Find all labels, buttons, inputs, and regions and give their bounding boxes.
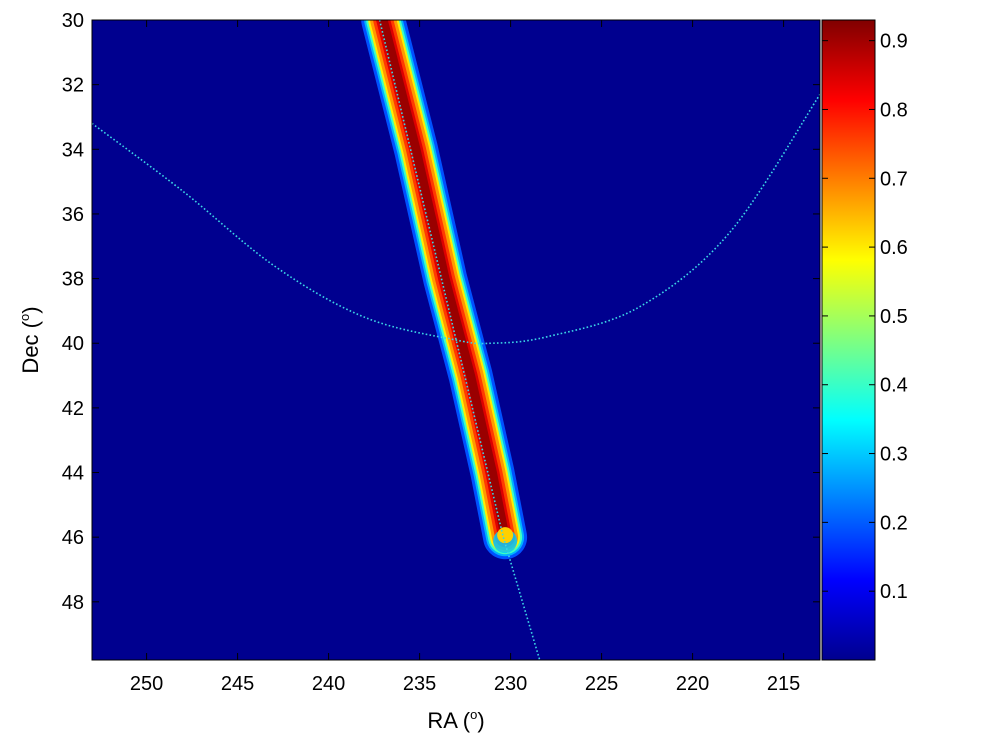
y-tick-label: 48 [62,592,84,614]
y-axis-label: Dec (o) [17,306,43,373]
colorbar-tick-label: 0.1 [880,581,908,603]
colorbar-ticks: 0.1 0.2 0.3 0.4 0.5 0.6 0.7 0.8 0.9 [822,31,908,603]
x-tick-label: 230 [494,673,527,695]
y-tick-label: 38 [62,269,84,291]
y-tick-label: 32 [62,75,84,97]
x-axis-ticks: 250 245 240 235 230 225 220 215 [130,20,800,695]
overlay-curves [92,20,820,660]
x-tick-label: 250 [130,673,163,695]
x-tick-label: 240 [312,673,345,695]
x-tick-label: 220 [676,673,709,695]
y-axis-ticks: 30 32 34 36 38 40 42 44 46 48 [62,10,820,614]
colorbar-tick-label: 0.3 [880,444,908,466]
y-tick-label: 30 [62,10,84,32]
y-tick-label: 46 [62,527,84,549]
x-tick-label: 235 [403,673,436,695]
y-tick-label: 36 [62,204,84,226]
y-tick-label: 34 [62,139,84,161]
x-axis-label: RA (o) [427,707,484,733]
colorbar-tick-label: 0.4 [880,375,908,397]
colorbar-tick-label: 0.8 [880,99,908,121]
colorbar-tick-label: 0.9 [880,31,908,53]
colorbar [821,19,876,661]
x-tick-label: 225 [585,673,618,695]
y-tick-label: 40 [62,333,84,355]
colorbar-tick-label: 0.7 [880,168,908,190]
heat-band [361,20,528,560]
x-tick-label: 215 [767,673,800,695]
colorbar-tick-label: 0.6 [880,237,908,259]
y-tick-label: 42 [62,398,84,420]
x-tick-label: 245 [221,673,254,695]
overlay-arc [92,93,820,345]
y-tick-label: 44 [62,463,84,485]
overlay-track [378,20,541,660]
heat-band-tail-core [497,527,514,544]
colorbar-tick-label: 0.5 [880,306,908,328]
heat-band-level-7 [378,20,510,542]
plot-frame [91,19,821,661]
colorbar-tick-label: 0.2 [880,512,908,534]
